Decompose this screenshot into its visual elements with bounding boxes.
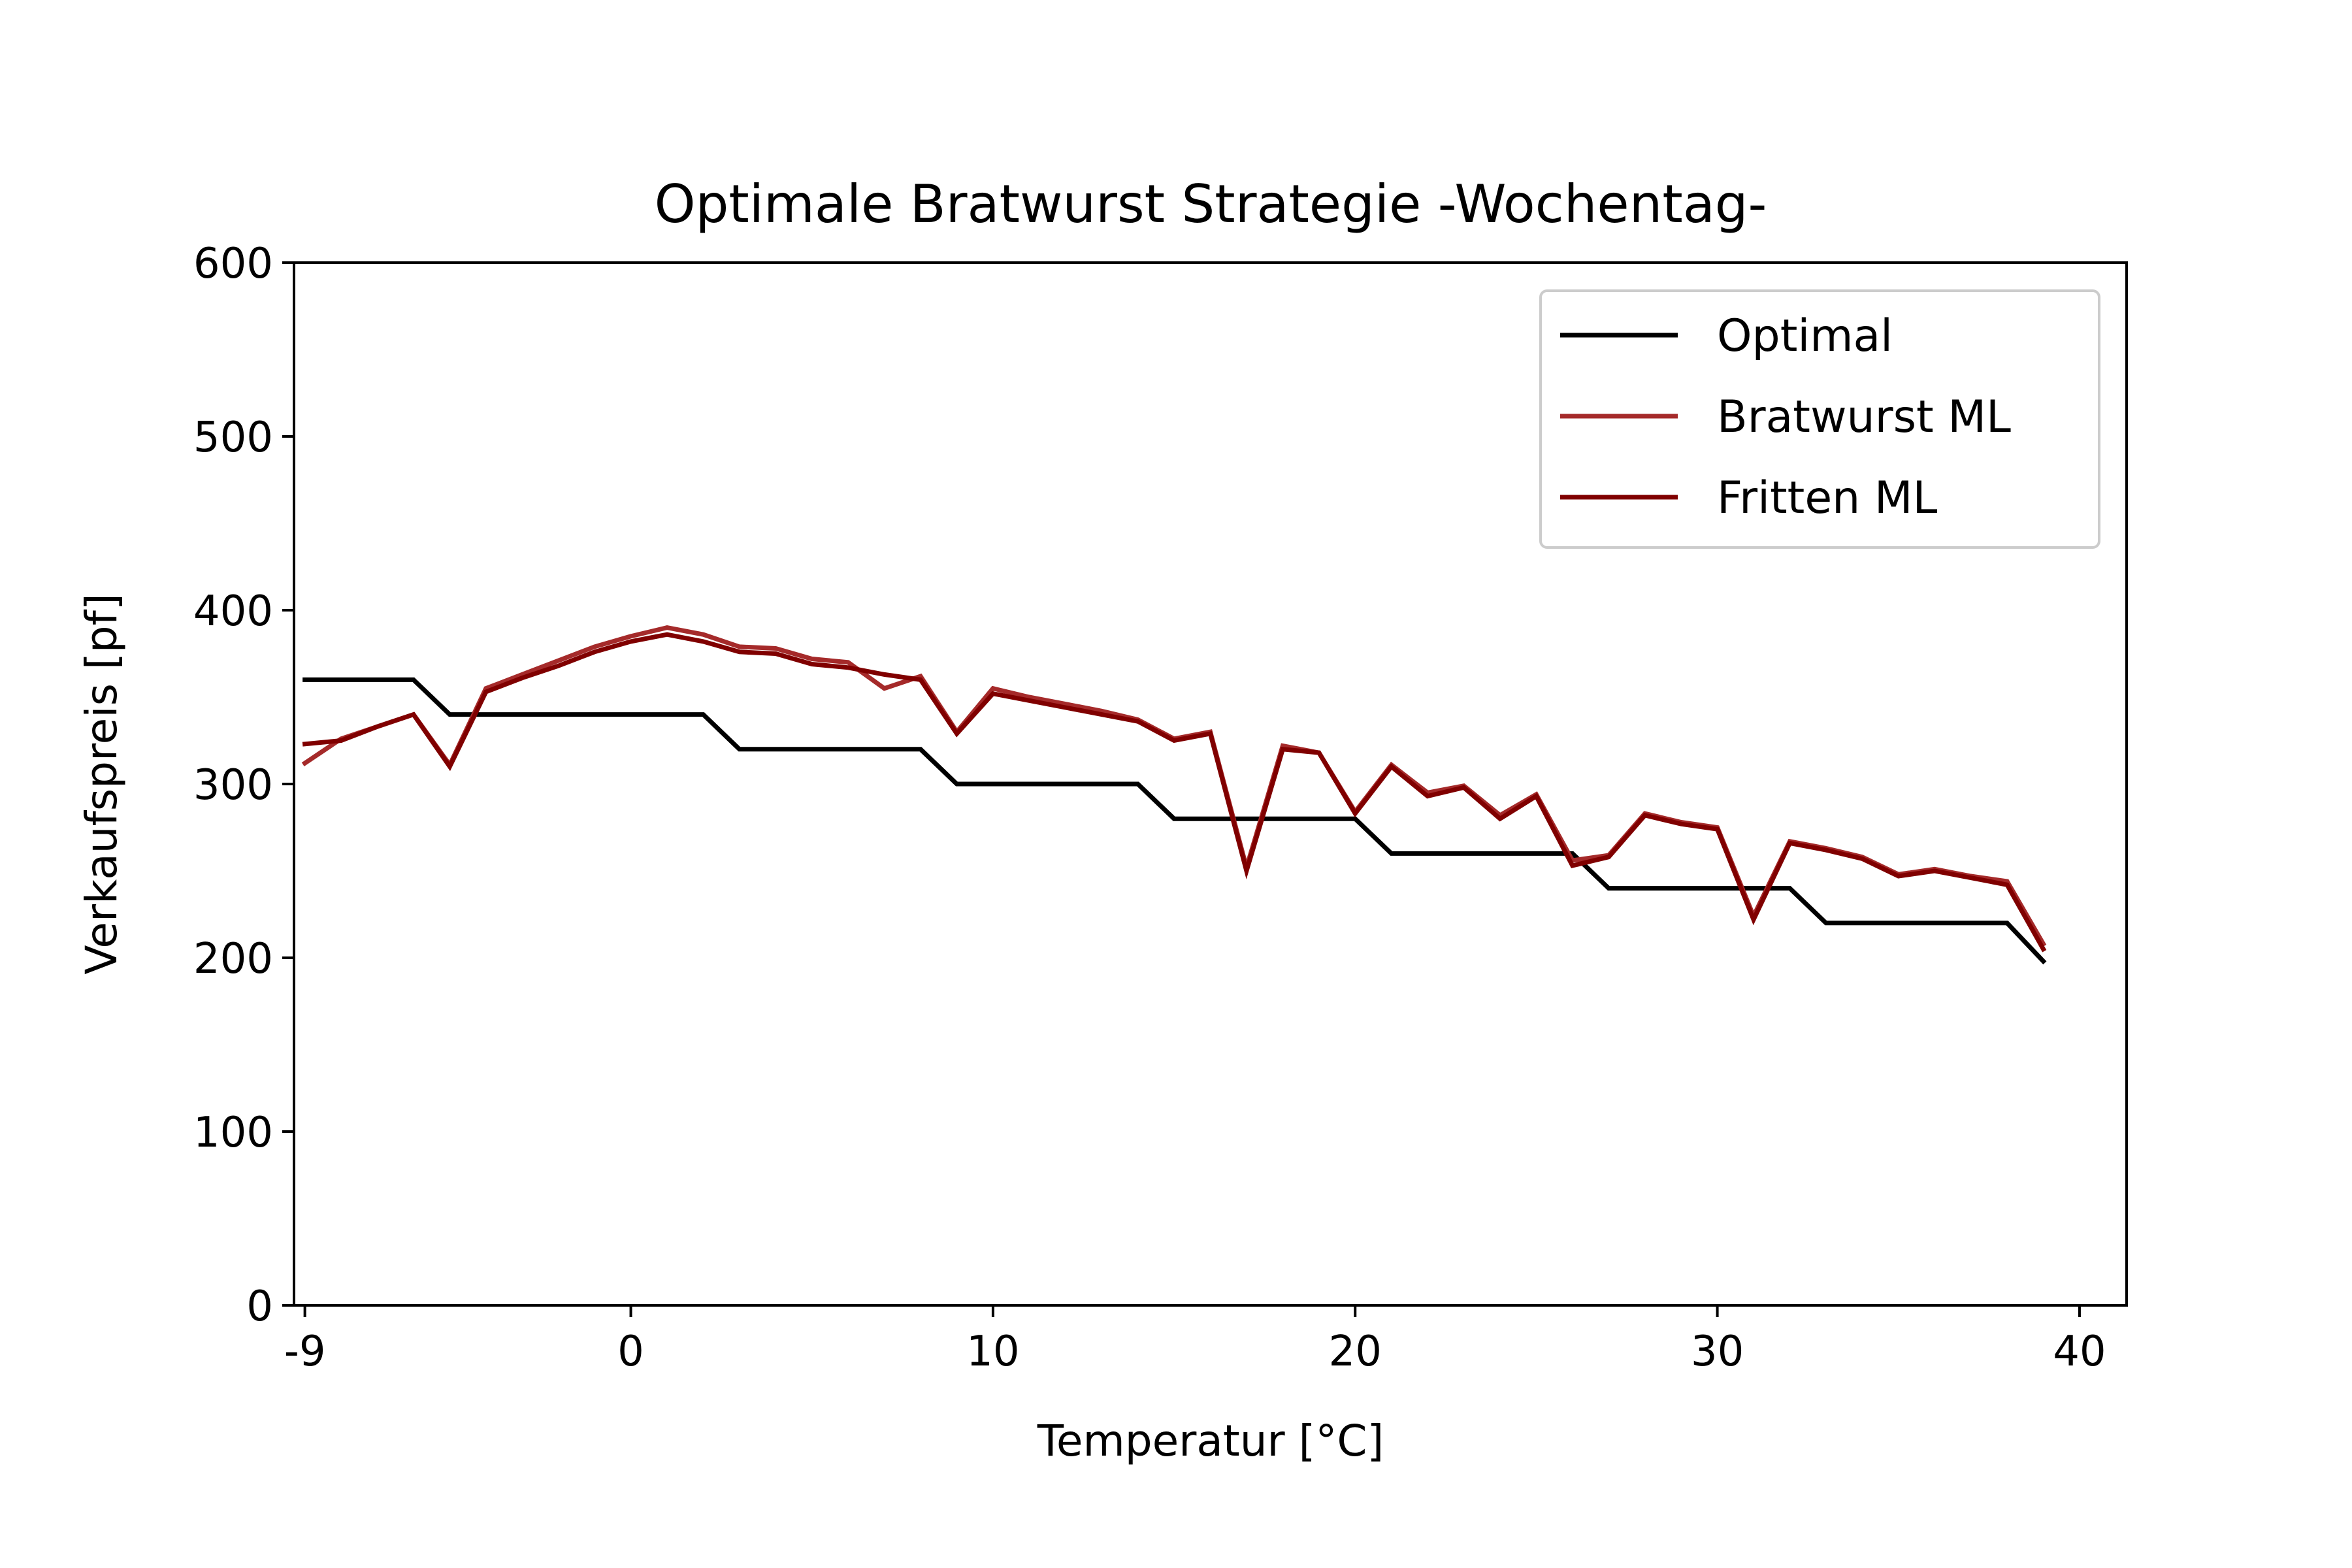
y-tick-label: 400 [193,587,273,636]
legend-label-fritten-ml: Fritten ML [1717,472,1938,524]
series-line-fritten-ml [302,632,2047,953]
x-tick-label: 0 [617,1328,644,1376]
x-tick-label: -9 [284,1328,326,1376]
y-tick-label: 0 [246,1282,273,1331]
y-tick-label: 200 [193,935,273,983]
x-tick-label: 40 [2053,1328,2106,1376]
x-tick-label: 20 [1329,1328,1382,1376]
chart-title: Optimale Bratwurst Strategie -Wochentag- [655,174,1767,235]
legend-box [1539,289,2100,549]
y-tick-label: 600 [193,240,273,288]
x-axis-label: Temperatur [°C] [1037,1416,1384,1466]
legend: Optimal Bratwurst ML Fritten ML [1539,289,2100,549]
y-axis-label: Verkaufspreis [pf] [76,593,127,974]
x-tick-label: 30 [1691,1328,1744,1376]
y-tick-label: 300 [193,761,273,809]
legend-label-bratwurst-ml: Bratwurst ML [1717,391,2011,443]
x-tick-label: 10 [966,1328,1019,1376]
y-tick-label: 500 [193,414,273,462]
legend-label-optimal: Optimal [1717,310,1893,362]
series-line-optimal [302,677,2047,965]
y-tick-label: 100 [193,1109,273,1157]
